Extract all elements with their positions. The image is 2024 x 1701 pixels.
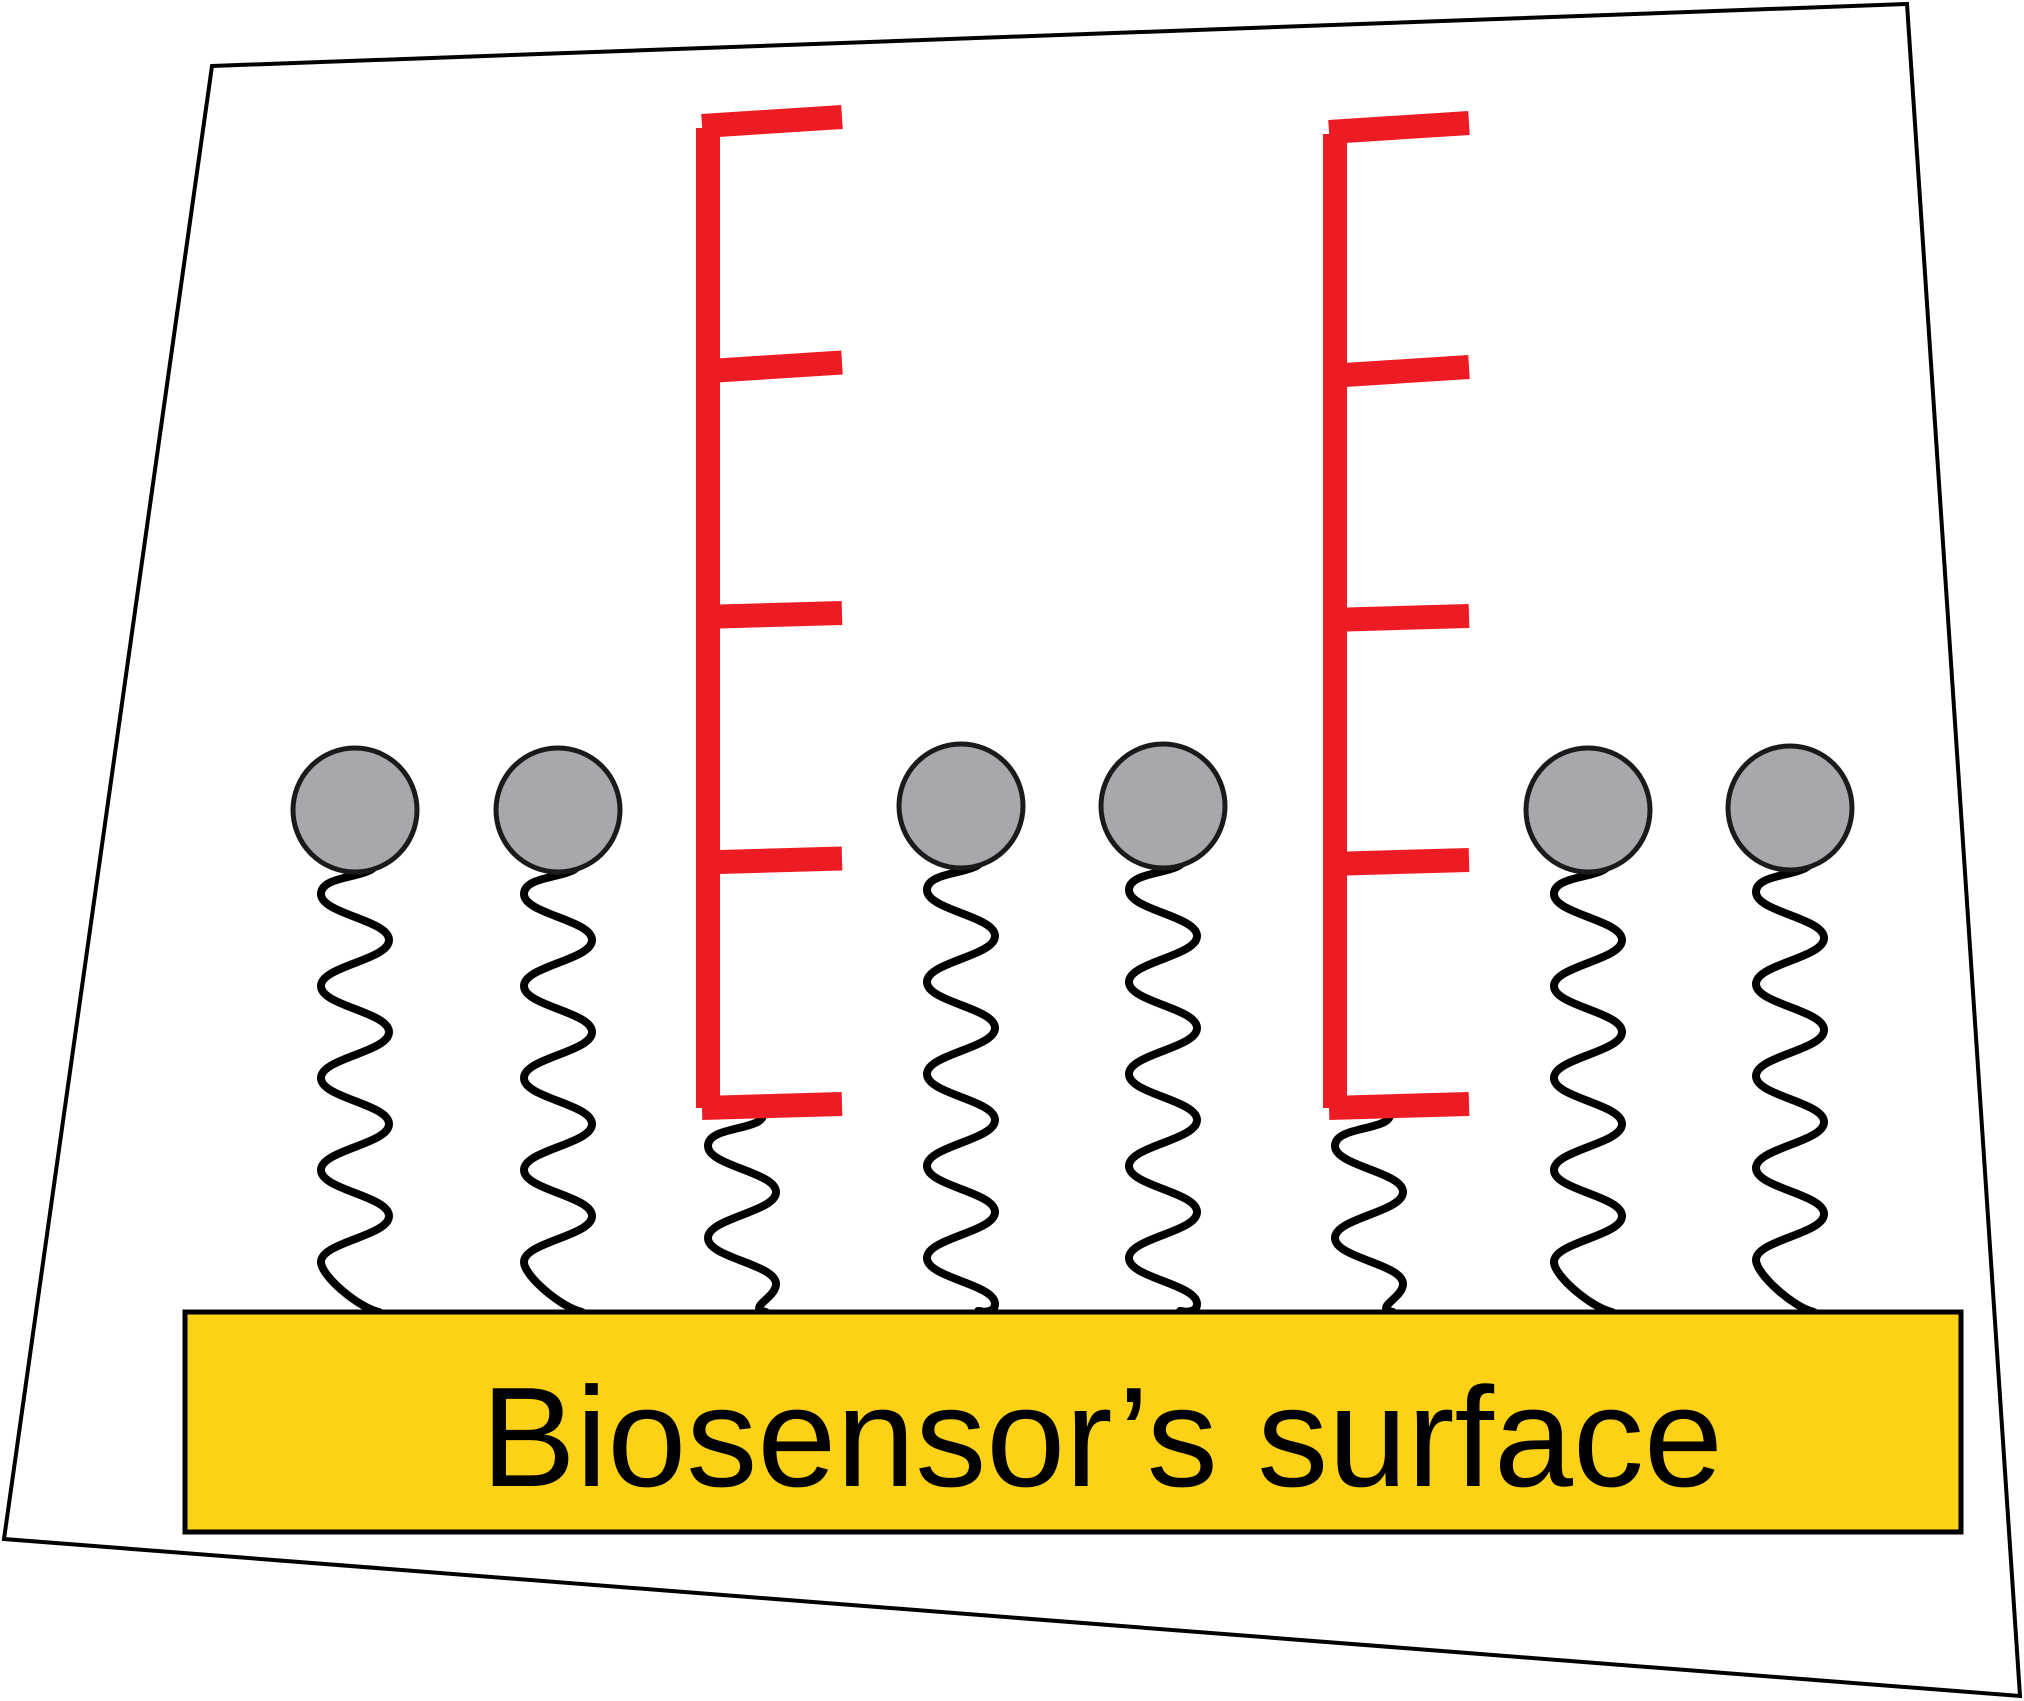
spring-linker [1124,850,1202,1316]
spring-linker [1751,852,1829,1316]
gray-bead [493,745,623,875]
probe-tooth [1328,604,1470,632]
biosensor-surface: Biosensor’s surface [182,1309,1964,1535]
spring-linker [1549,854,1627,1316]
bead-molecule [1098,741,1228,1316]
spring-linker [519,854,597,1316]
probe-tooth [701,105,843,138]
molecules-layer [290,105,1855,1316]
probe-tooth [701,1092,843,1120]
surface-label: Biosensor’s surface [481,1358,1723,1517]
surface-rectangle [182,1309,1964,1535]
gray-bead [290,745,420,875]
gray-bead [1098,741,1228,871]
gray-bead [1725,743,1855,873]
spring-linker [922,850,1000,1316]
gray-bead [896,741,1026,871]
spring-linker [703,1106,781,1316]
bead-molecule [896,741,1026,1316]
bead-molecule [290,745,420,1316]
probe-tooth [701,846,843,875]
probe-molecule [696,105,843,1316]
bead-molecule [1523,745,1653,1316]
probe-tooth [1328,111,1470,144]
probe-tooth [1328,848,1470,876]
spring-linker [1330,1106,1408,1316]
gray-bead [1523,745,1653,875]
probe-tooth [701,601,843,629]
bead-molecule [1725,743,1855,1316]
probe-molecule [1323,111,1470,1316]
spring-linker [316,854,394,1316]
probe-tooth [1328,355,1470,388]
probe-tooth [701,350,843,384]
bead-molecule [493,745,623,1316]
probe-tooth [1328,1092,1470,1120]
